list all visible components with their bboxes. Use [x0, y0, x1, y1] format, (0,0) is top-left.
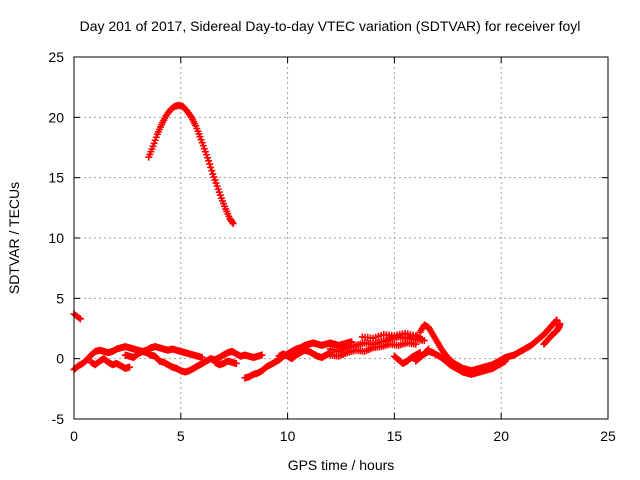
x-tick-label: 10 [280, 428, 296, 444]
data-point [425, 345, 433, 353]
y-axis-label: SDTVAR / TECUs [6, 182, 22, 294]
series-arc-o [540, 320, 564, 348]
data-point [76, 315, 84, 323]
data-point [228, 218, 236, 226]
series-arc-b [87, 355, 134, 372]
data-point [412, 340, 420, 348]
series-arc-i [326, 339, 420, 360]
data-point [208, 167, 216, 175]
data-point [553, 316, 561, 324]
series-arc-j [358, 329, 426, 343]
chart-title: Day 201 of 2017, Sidereal Day-to-day VTE… [80, 18, 581, 34]
plot-frame [73, 56, 609, 420]
series-arc-f [241, 338, 356, 382]
x-tick-label: 0 [70, 428, 78, 444]
data-point [418, 335, 426, 343]
series-arc-a [70, 343, 206, 374]
grid [74, 57, 608, 419]
series-arc-early [70, 310, 84, 323]
data-point [186, 112, 194, 120]
series-arc-c [121, 347, 181, 372]
data-point [229, 220, 237, 228]
y-tick-label: 0 [56, 351, 64, 367]
x-tick-label: 5 [177, 428, 185, 444]
data-points [70, 101, 564, 382]
x-tick-label: 15 [387, 428, 403, 444]
x-axis-label: GPS time / hours [288, 457, 395, 473]
data-point [501, 357, 509, 365]
series-arc-peak [145, 101, 237, 228]
series-arc-n [412, 345, 433, 365]
x-tick-label: 25 [600, 428, 616, 444]
y-tick-label: 20 [48, 109, 64, 125]
y-tick-label: 5 [56, 290, 64, 306]
data-point [424, 346, 432, 354]
data-point [552, 317, 560, 325]
series-arc-d [173, 347, 266, 376]
y-tick-label: 25 [48, 49, 64, 65]
data-point [205, 157, 213, 165]
y-tick-label: 10 [48, 230, 64, 246]
data-point [207, 163, 215, 171]
data-point [556, 320, 564, 328]
series-arc-e [211, 357, 240, 369]
series-arc-g [275, 346, 334, 363]
x-tick-label: 20 [493, 428, 509, 444]
data-point [232, 359, 240, 367]
data-point [198, 353, 206, 361]
data-point [258, 351, 266, 359]
axis-ticks: 0 5 10 15 20 25 -5 0 5 10 15 20 25 [48, 49, 616, 444]
data-point [126, 363, 134, 371]
y-tick-label: -5 [52, 411, 65, 427]
data-point [206, 160, 214, 168]
series-arc-l [416, 316, 561, 375]
y-tick-label: 15 [48, 170, 64, 186]
